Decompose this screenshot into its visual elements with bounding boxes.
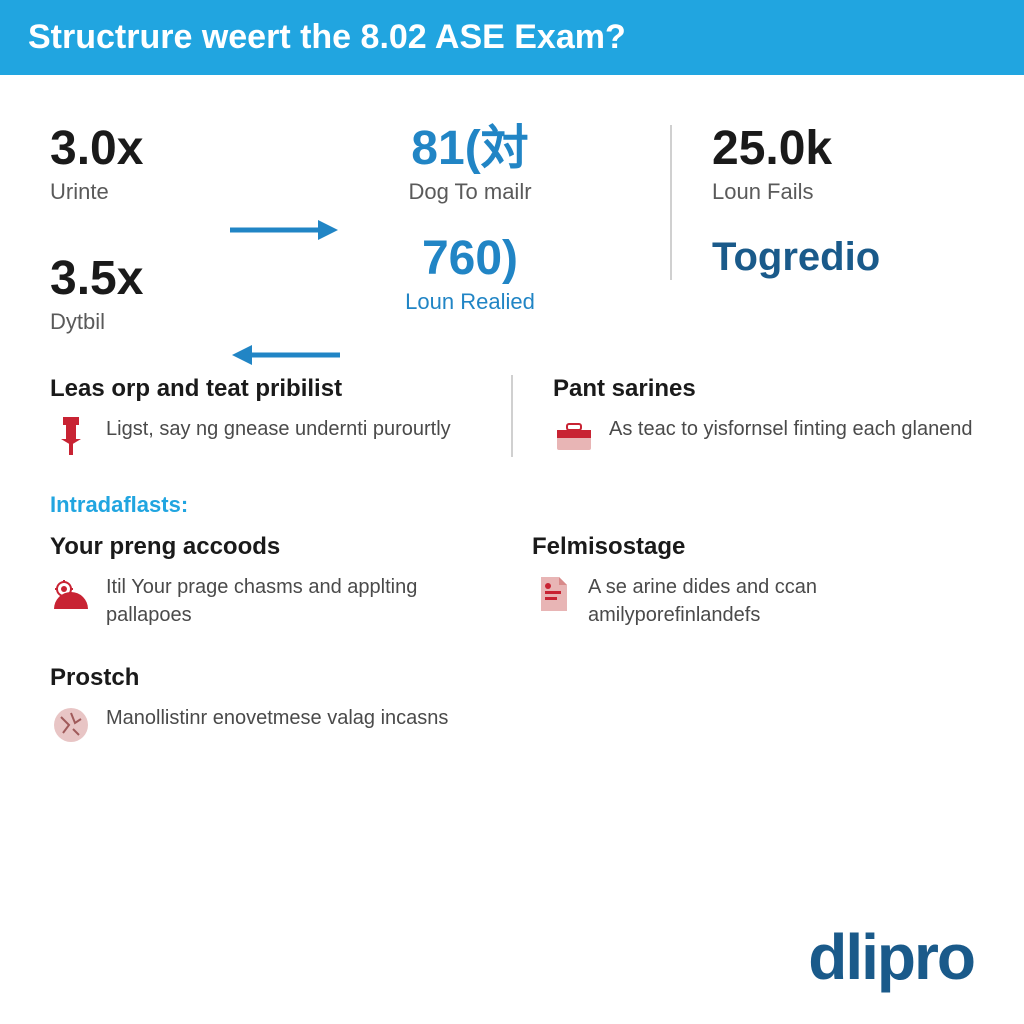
stat-loun-realied: 760) Loun Realied xyxy=(405,235,535,315)
item-text: Ligst, say ng gnease undernti purourtly xyxy=(106,415,451,443)
toolbox-icon xyxy=(553,415,595,457)
stat-label: Dog To mailr xyxy=(408,179,531,205)
content-col-prostch: Prostch Manollistinr enovetmese valag in… xyxy=(50,664,492,746)
section-title: Prostch xyxy=(50,664,492,692)
item-text: A se arine dides and ccan amilyporefinla… xyxy=(588,573,974,629)
stat-loun-fails: 25.0k Loun Fails xyxy=(712,125,890,205)
content-col-leas: Leas orp and teat pribilist Ligst, say n… xyxy=(50,375,471,457)
content-col-pant: Pant sarines As teac to yisfornsel finti… xyxy=(511,375,974,457)
document-icon xyxy=(532,573,574,615)
content-col-preng: Your preng accoods Itil Your prage chasm… xyxy=(50,533,492,629)
stats-right-column: 25.0k Loun Fails Togredio xyxy=(670,125,890,280)
stat-dytbil: 3.5x Dytbil xyxy=(50,255,230,335)
item-text: Itil Your prage chasms and applting pall… xyxy=(106,573,492,629)
content-row-1: Leas orp and teat pribilist Ligst, say n… xyxy=(50,375,974,457)
stat-value: 25.0k xyxy=(712,125,890,173)
stat-value: 81(対 xyxy=(411,125,528,173)
content-col-felmi: Felmisostage A se arine dides and ccan a… xyxy=(532,533,974,629)
item-text: As teac to yisfornsel finting each glane… xyxy=(609,415,973,443)
stat-value: 3.5x xyxy=(50,255,230,303)
stat-urinte: 3.0x Urinte xyxy=(50,125,230,205)
item-block: Ligst, say ng gnease undernti purourtly xyxy=(50,415,471,457)
section-title: Your preng accoods xyxy=(50,533,492,561)
logo-section: dlipro xyxy=(808,920,974,994)
stat-label: Dytbil xyxy=(50,309,230,335)
stat-value: 760) xyxy=(422,235,518,283)
content-col-empty xyxy=(532,664,974,746)
logo-text: dlipro xyxy=(808,921,974,993)
arrow-left-icon xyxy=(230,340,340,375)
section-title: Leas orp and teat pribilist xyxy=(50,375,471,403)
item-block: A se arine dides and ccan amilyporefinla… xyxy=(532,573,974,629)
content-row-3: Prostch Manollistinr enovetmese valag in… xyxy=(50,664,974,746)
subsection-title: Intradaflasts: xyxy=(50,492,974,518)
arrow-right-icon xyxy=(230,215,340,250)
header-title: Structrure weert the 8.02 ASE Exam? xyxy=(28,18,626,56)
stat-label: Loun Fails xyxy=(712,179,890,205)
section-title: Pant sarines xyxy=(553,375,974,403)
item-block: Itil Your prage chasms and applting pall… xyxy=(50,573,492,629)
circle-crack-icon xyxy=(50,704,92,746)
stats-middle-column: 81(対 Dog To mailr 760) Loun Realied xyxy=(330,125,610,315)
item-block: As teac to yisfornsel finting each glane… xyxy=(553,415,974,457)
stat-togredio: Togredio xyxy=(712,235,890,280)
content-row-2: Your preng accoods Itil Your prage chasm… xyxy=(50,533,974,629)
stat-value: 3.0x xyxy=(50,125,230,173)
stat-brand: Togredio xyxy=(712,235,890,280)
item-block: Manollistinr enovetmese valag incasns xyxy=(50,704,492,746)
stat-label: Loun Realied xyxy=(405,289,535,315)
stats-section: 3.0x Urinte 3.5x Dytbil 81(対 Dog To mail… xyxy=(0,75,1024,375)
item-text: Manollistinr enovetmese valag incasns xyxy=(106,704,448,732)
header-bar: Structrure weert the 8.02 ASE Exam? xyxy=(0,0,1024,75)
stats-left-column: 3.0x Urinte 3.5x Dytbil xyxy=(50,125,230,335)
stat-label: Urinte xyxy=(50,179,230,205)
stat-dog-mailr: 81(対 Dog To mailr xyxy=(408,125,531,205)
content-section: Leas orp and teat pribilist Ligst, say n… xyxy=(0,375,1024,746)
section-title: Felmisostage xyxy=(532,533,974,561)
gear-dome-icon xyxy=(50,573,92,615)
pushpin-icon xyxy=(50,415,92,457)
